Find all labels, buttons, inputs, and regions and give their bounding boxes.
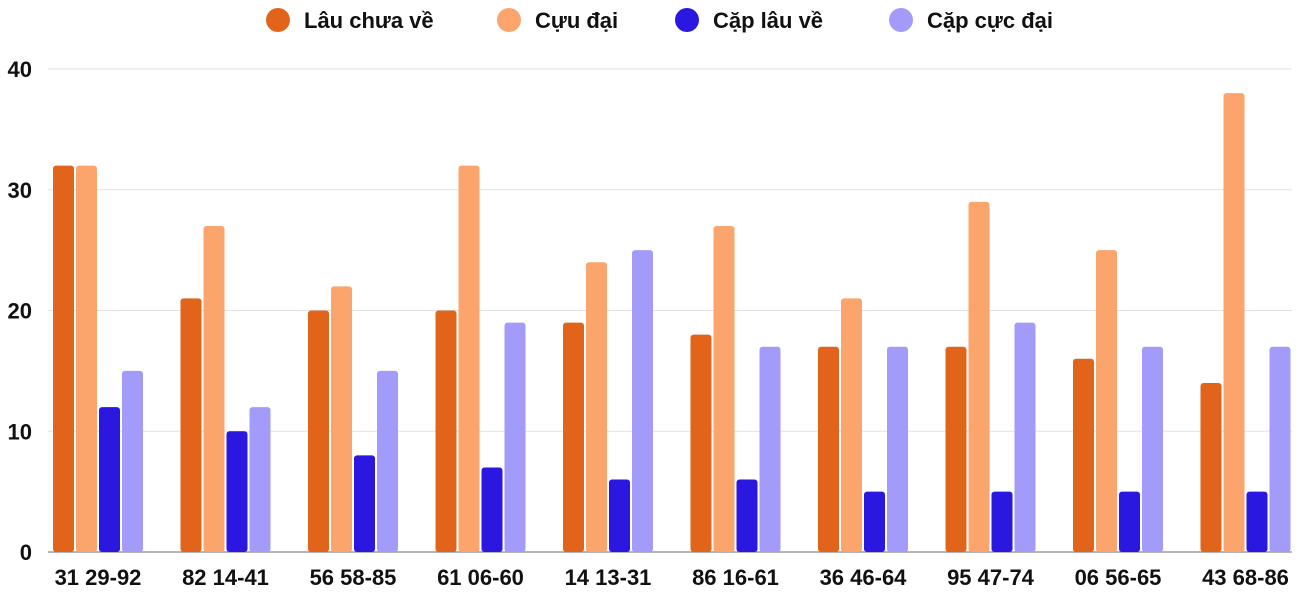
bar xyxy=(690,334,712,552)
bar xyxy=(713,225,735,552)
bar-group xyxy=(308,286,398,552)
x-tick-label: 82 14-41 xyxy=(182,565,269,590)
bar xyxy=(331,286,352,552)
x-tick-label: 14 13-31 xyxy=(565,565,652,590)
legend-label: Lâu chưa về xyxy=(304,8,434,33)
bars xyxy=(53,93,1291,553)
x-tick-label: 31 29-92 xyxy=(55,565,142,590)
bar-group xyxy=(690,225,781,552)
bar xyxy=(841,298,862,552)
y-axis: 0 10 20 30 40 xyxy=(8,57,32,565)
x-tick-label: 95 47-74 xyxy=(947,565,1035,590)
bar xyxy=(504,322,526,552)
bar xyxy=(968,201,990,552)
bar xyxy=(609,479,630,552)
bar xyxy=(1223,93,1245,553)
bar-group xyxy=(435,165,526,552)
bar xyxy=(632,250,653,552)
legend-item: Cặp cực đại xyxy=(889,8,1053,33)
bar xyxy=(945,346,967,552)
y-tick-label: 10 xyxy=(8,419,32,444)
bar-group xyxy=(1073,250,1163,552)
legend-label: Cặp cực đại xyxy=(927,8,1053,33)
bar xyxy=(377,370,398,552)
bar xyxy=(308,310,329,552)
bar xyxy=(226,431,248,552)
bar xyxy=(99,407,120,552)
bar xyxy=(1119,491,1140,552)
bar xyxy=(53,165,74,552)
x-tick-label: 61 06-60 xyxy=(437,565,524,590)
legend-label: Cặp lâu về xyxy=(713,8,823,33)
bar-group xyxy=(818,298,908,552)
bar xyxy=(1142,346,1163,552)
x-tick-label: 56 58-85 xyxy=(310,565,397,590)
bar xyxy=(759,346,781,552)
bar xyxy=(1246,491,1268,552)
y-tick-label: 20 xyxy=(8,299,32,324)
y-tick-label: 40 xyxy=(8,57,32,82)
y-tick-label: 30 xyxy=(8,178,32,203)
bar xyxy=(249,407,271,552)
legend: Lâu chưa về Cựu đại Cặp lâu về Cặp cực đại xyxy=(266,8,1053,33)
legend-item: Lâu chưa về xyxy=(266,8,434,33)
y-tick-label: 0 xyxy=(20,540,32,565)
bar xyxy=(1073,358,1094,552)
bar xyxy=(887,346,908,552)
legend-swatch xyxy=(266,8,290,32)
bar-group xyxy=(53,165,143,552)
x-tick-label: 36 46-64 xyxy=(820,565,908,590)
bar xyxy=(1200,382,1222,552)
x-tick-label: 06 56-65 xyxy=(1075,565,1162,590)
legend-label: Cựu đại xyxy=(535,8,618,33)
bar-group xyxy=(1200,93,1291,553)
x-tick-label: 43 68-86 xyxy=(1202,565,1289,590)
bar xyxy=(586,262,607,552)
bar xyxy=(76,165,97,552)
bar xyxy=(1096,250,1117,552)
bar-group xyxy=(180,225,271,552)
x-tick-label: 86 16-61 xyxy=(692,565,779,590)
bar xyxy=(864,491,885,552)
bar xyxy=(458,165,480,552)
legend-swatch xyxy=(497,8,521,32)
x-axis: 31 29-92 82 14-41 56 58-85 61 06-60 14 13-31… xyxy=(55,565,1289,590)
bar xyxy=(481,467,503,552)
bar xyxy=(1014,322,1036,552)
bar xyxy=(203,225,225,552)
legend-item: Cựu đại xyxy=(497,8,618,33)
bar xyxy=(354,455,375,552)
legend-item: Cặp lâu về xyxy=(675,8,823,33)
bar xyxy=(180,298,202,552)
bar xyxy=(736,479,758,552)
legend-swatch xyxy=(889,8,913,32)
bar xyxy=(991,491,1013,552)
bar xyxy=(122,370,143,552)
legend-swatch xyxy=(675,8,699,32)
bar-group xyxy=(563,250,653,552)
bar xyxy=(563,322,584,552)
bar xyxy=(1269,346,1291,552)
bar xyxy=(435,310,457,552)
bar-group xyxy=(945,201,1036,552)
bar xyxy=(818,346,839,552)
